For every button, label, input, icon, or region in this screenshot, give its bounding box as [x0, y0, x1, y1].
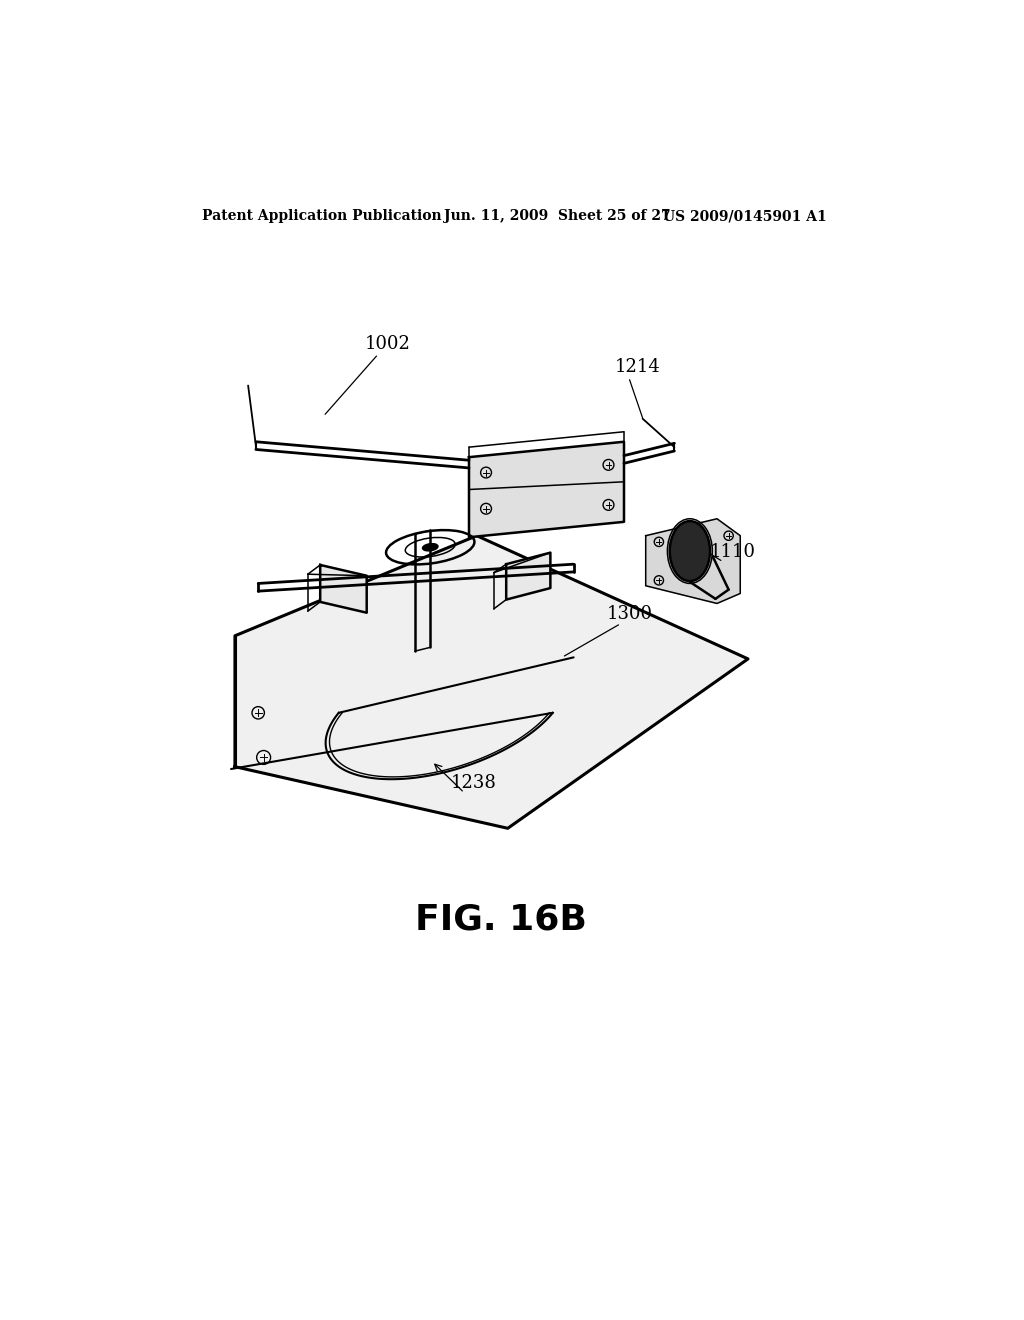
- Polygon shape: [234, 536, 748, 829]
- Text: US 2009/0145901 A1: US 2009/0145901 A1: [663, 209, 826, 223]
- Ellipse shape: [423, 544, 438, 550]
- Text: 1002: 1002: [365, 335, 411, 354]
- Polygon shape: [469, 442, 624, 537]
- Text: 1300: 1300: [607, 605, 653, 623]
- Polygon shape: [321, 565, 367, 612]
- Text: 1110: 1110: [710, 544, 756, 561]
- Text: 1238: 1238: [451, 775, 497, 792]
- Text: Jun. 11, 2009  Sheet 25 of 27: Jun. 11, 2009 Sheet 25 of 27: [444, 209, 671, 223]
- Text: Patent Application Publication: Patent Application Publication: [202, 209, 441, 223]
- Text: FIG. 16B: FIG. 16B: [415, 902, 587, 936]
- Polygon shape: [646, 519, 740, 603]
- Ellipse shape: [670, 521, 710, 581]
- Text: 1214: 1214: [614, 359, 660, 376]
- Polygon shape: [506, 553, 550, 599]
